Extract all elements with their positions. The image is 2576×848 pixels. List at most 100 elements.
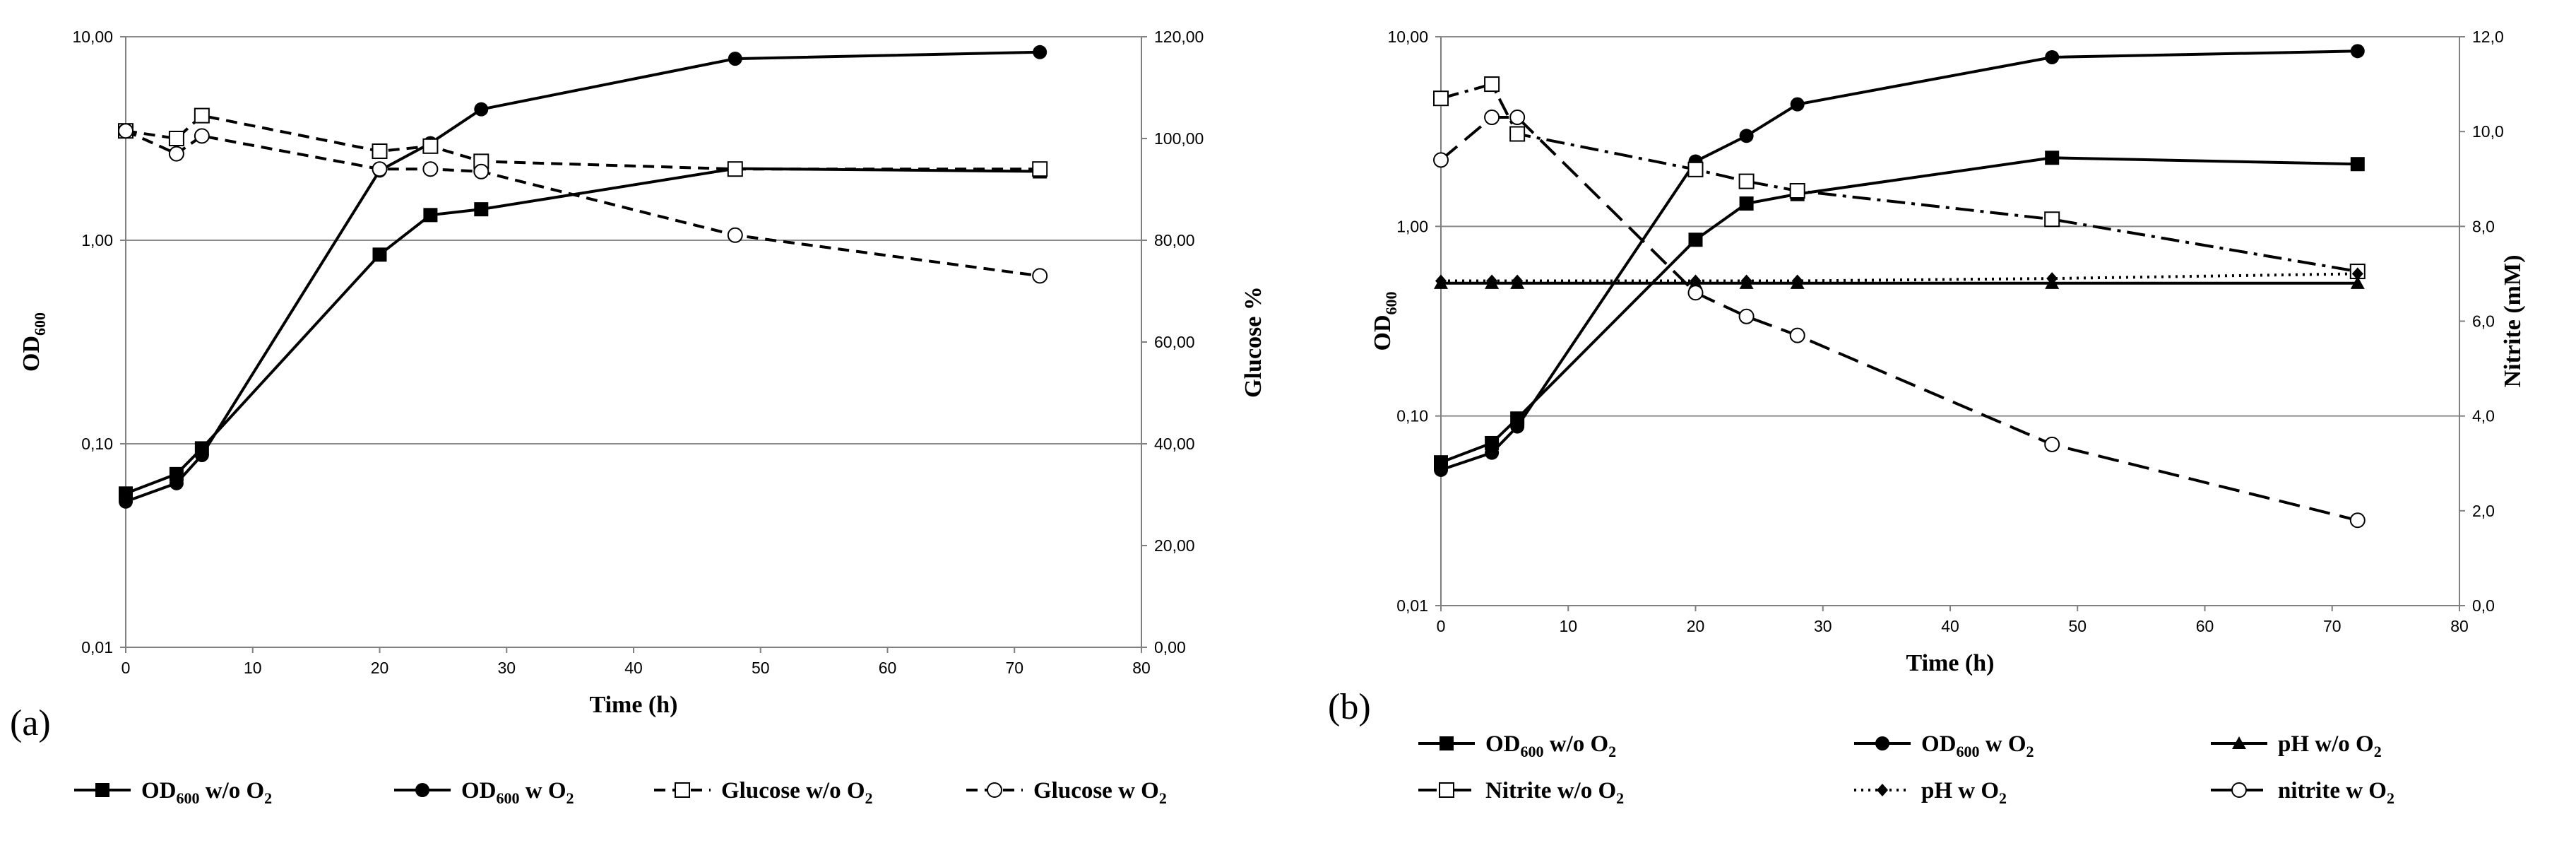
y2-tick-label: 6,0 bbox=[2472, 312, 2495, 331]
data-point-od600-w-o-o2 bbox=[1688, 232, 1703, 247]
data-point-od600-w-o2 bbox=[728, 52, 742, 66]
data-point-nitrite-w-o2 bbox=[1687, 285, 1704, 301]
x-tick-label: 10 bbox=[1559, 617, 1577, 635]
data-point-od600-w-o2 bbox=[169, 476, 184, 490]
chart-panel-b: 0 10 20 30 40 50 60 70 80 0,01 0,10 1,00 10,00 0,0 2,0… bbox=[1328, 28, 2526, 727]
x-tick-label: 0 bbox=[1437, 617, 1446, 635]
data-point-od600-w-o2 bbox=[1485, 445, 1500, 460]
data-point-ph-w-o2 bbox=[1791, 274, 1803, 288]
y2-tick-label: 0,0 bbox=[2472, 596, 2495, 615]
series-line-glucose-w-o-o2 bbox=[125, 114, 1040, 171]
legend-label-glucose-w-o2: Glucose w O2 bbox=[1033, 778, 1167, 807]
data-point-glucose-w-o2 bbox=[372, 161, 388, 177]
data-point-od600-w-o-o2 bbox=[423, 208, 438, 223]
data-point-od600-w-o-o2 bbox=[2350, 157, 2365, 172]
legend-marker-ph-w-o2 bbox=[1877, 784, 1888, 796]
legend-marker-od600-w-o-o2 bbox=[1440, 736, 1454, 750]
data-point-ph-w-o2 bbox=[1512, 274, 1524, 288]
data-point-od600-w-o2 bbox=[2350, 44, 2365, 59]
y-tick-label: 10,00 bbox=[1387, 28, 1428, 46]
x-tick-label: 10 bbox=[244, 659, 262, 677]
data-point-nitrite-w-o-o2 bbox=[1484, 76, 1500, 93]
y2-tick-label: 10,0 bbox=[2472, 122, 2504, 141]
y-tick-label: 1,00 bbox=[1396, 217, 1428, 235]
legend-label-od600-w-o2: OD600 w O2 bbox=[1921, 731, 2034, 760]
series-line-ph-w-o2 bbox=[1441, 272, 2358, 283]
data-point-od600-w-o2 bbox=[1739, 129, 1754, 143]
data-point-nitrite-w-o-o2 bbox=[1687, 161, 1704, 177]
x-tick-label: 20 bbox=[1687, 617, 1705, 635]
y2-tick-label: 2,0 bbox=[2472, 502, 2495, 520]
y2-axis-title: Nitrite (mM) bbox=[2500, 255, 2526, 388]
data-point-ph-w-o2 bbox=[2351, 267, 2363, 281]
data-point-od600-w-o2 bbox=[2045, 49, 2060, 64]
legend-marker-od600-w-o2 bbox=[1875, 736, 1889, 750]
data-point-glucose-w-o2 bbox=[422, 161, 439, 177]
data-point-nitrite-w-o2 bbox=[1738, 308, 1755, 324]
legend-label-od600-w-o-o2: OD600 w/o O2 bbox=[1485, 731, 1616, 760]
data-point-nitrite-w-o2 bbox=[1484, 110, 1500, 126]
legend-marker-glucose-w-o2 bbox=[987, 782, 1002, 798]
data-point-ph-w-o2 bbox=[1690, 274, 1702, 288]
y2-tick-label: 120,00 bbox=[1154, 28, 1204, 46]
x-axis-title: Time (h) bbox=[1906, 650, 1995, 676]
x-tick-label: 0 bbox=[121, 659, 131, 677]
data-point-nitrite-w-o-o2 bbox=[1738, 173, 1755, 189]
y2-tick-label: 80,00 bbox=[1154, 231, 1195, 249]
y2-tick-label: 4,0 bbox=[2472, 407, 2495, 425]
data-point-nitrite-w-o2 bbox=[1509, 110, 1526, 126]
legend-label-ph-w-o-o2: pH w/o O2 bbox=[2278, 731, 2382, 760]
panel-label: (a) bbox=[10, 703, 51, 743]
x-axis-title: Time (h) bbox=[590, 692, 678, 718]
data-point-ph-w-o2 bbox=[1740, 274, 1752, 288]
legend-marker-ph-w-o-o2 bbox=[2232, 736, 2246, 749]
data-point-od600-w-o2 bbox=[119, 494, 133, 509]
data-point-glucose-w-o2 bbox=[1032, 268, 1048, 284]
data-point-glucose-w-o-o2 bbox=[372, 143, 388, 159]
data-point-ph-w-o2 bbox=[1486, 274, 1498, 288]
data-point-nitrite-w-o2 bbox=[2349, 512, 2366, 529]
x-tick-label: 70 bbox=[2323, 617, 2341, 635]
legend-label-od600-w-o-o2: OD600 w/o O2 bbox=[141, 778, 272, 807]
data-point-glucose-w-o2 bbox=[118, 123, 133, 139]
data-point-glucose-w-o2 bbox=[727, 227, 743, 243]
legend-marker-od600-w-o-o2 bbox=[95, 783, 109, 797]
data-point-nitrite-w-o2 bbox=[2044, 436, 2060, 452]
data-point-nitrite-w-o-o2 bbox=[1789, 183, 1805, 199]
legend-panel-b: OD600 w/o O2 OD600 w O2 pH w/o O2 Nitrite w… bbox=[1418, 731, 2394, 807]
legend-label-glucose-w-o-o2: Glucose w/o O2 bbox=[721, 778, 873, 807]
data-point-od600-w-o2 bbox=[1434, 462, 1448, 477]
panel-label: (b) bbox=[1328, 687, 1371, 727]
x-tick-label: 60 bbox=[2196, 617, 2214, 635]
y2-tick-label: 20,00 bbox=[1154, 536, 1195, 555]
data-point-glucose-w-o-o2 bbox=[1032, 161, 1048, 177]
data-point-ph-w-o2 bbox=[2046, 272, 2058, 285]
data-point-od600-w-o2 bbox=[474, 102, 489, 117]
x-tick-label: 20 bbox=[371, 659, 389, 677]
series-line-nitrite-w-o2 bbox=[1440, 116, 2358, 522]
x-tick-label: 50 bbox=[752, 659, 770, 677]
data-point-nitrite-w-o-o2 bbox=[2044, 211, 2060, 228]
data-point-od600-w-o-o2 bbox=[372, 247, 387, 262]
data-point-glucose-w-o-o2 bbox=[194, 107, 210, 124]
y-tick-label: 0,10 bbox=[81, 435, 113, 453]
data-point-ph-w-o2 bbox=[1435, 274, 1447, 288]
y2-tick-label: 8,0 bbox=[2472, 217, 2495, 235]
data-point-glucose-w-o2 bbox=[473, 163, 489, 179]
y-tick-label: 1,00 bbox=[81, 231, 113, 249]
series-line-nitrite-w-o-o2 bbox=[1440, 82, 2358, 273]
y-tick-label: 0,01 bbox=[1396, 596, 1428, 615]
y2-tick-label: 12,0 bbox=[2472, 28, 2504, 46]
legend-marker-nitrite-w-o-o2 bbox=[1439, 782, 1454, 798]
legend-label-od600-w-o2: OD600 w O2 bbox=[461, 778, 574, 807]
data-point-od600-w-o-o2 bbox=[2045, 151, 2060, 165]
series-line-od600-w-o-o2 bbox=[125, 167, 1040, 495]
data-point-od600-w-o2 bbox=[194, 447, 209, 462]
data-point-od600-w-o2 bbox=[1510, 419, 1525, 434]
x-tick-label: 40 bbox=[1941, 617, 1959, 635]
data-point-nitrite-w-o-o2 bbox=[1433, 90, 1449, 107]
data-point-nitrite-w-o2 bbox=[1789, 327, 1805, 343]
data-point-nitrite-w-o-o2 bbox=[1509, 126, 1526, 142]
data-point-od600-w-o-o2 bbox=[1485, 435, 1500, 450]
